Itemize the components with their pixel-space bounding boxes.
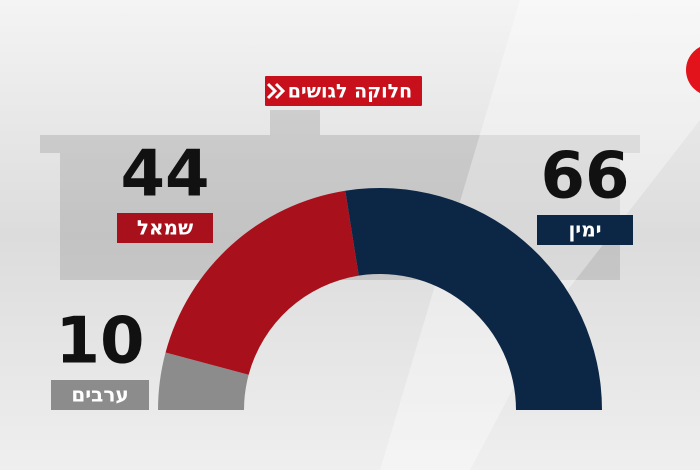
value-label: 44 <box>120 138 209 212</box>
title-arrow <box>274 82 286 100</box>
title-box <box>265 76 422 106</box>
value-label: 66 <box>540 140 629 214</box>
category-box <box>117 213 213 243</box>
chart-title: חלוקה לגושים <box>288 81 412 103</box>
segment <box>345 188 603 410</box>
segment <box>158 352 249 410</box>
category-label: שמאל <box>137 216 193 240</box>
title-arrow <box>266 82 278 100</box>
category-label: ימין <box>568 218 601 242</box>
category-box <box>537 215 633 245</box>
logo <box>686 46 700 94</box>
category-label: ערבים <box>71 383 128 407</box>
category-box <box>51 380 149 410</box>
value-label: 10 <box>55 305 144 379</box>
segment <box>165 190 359 375</box>
